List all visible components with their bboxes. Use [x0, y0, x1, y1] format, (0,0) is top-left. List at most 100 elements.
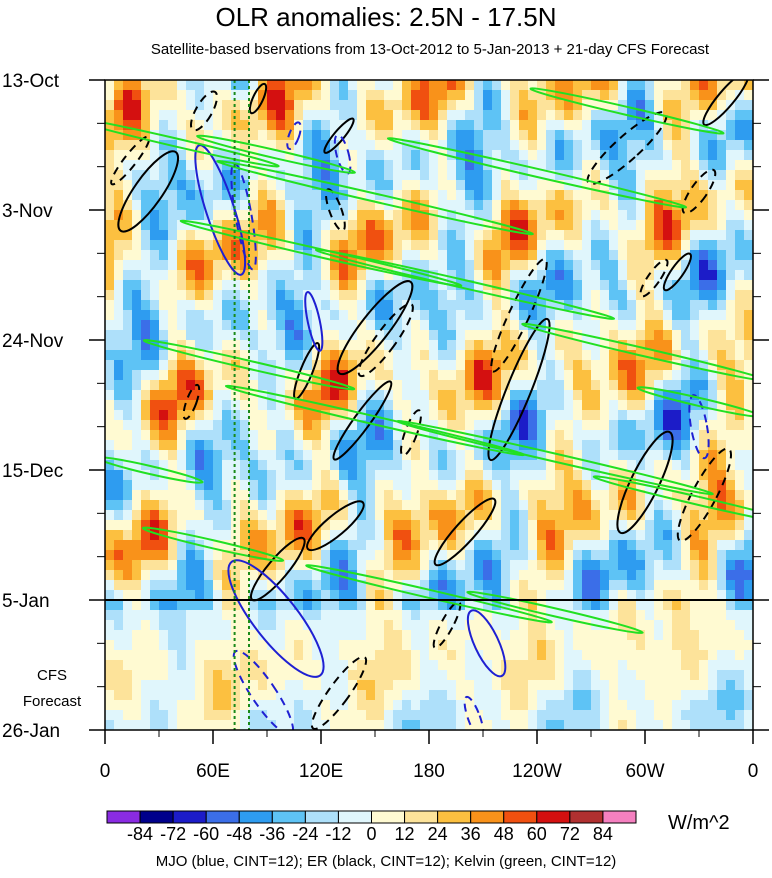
field-cell	[528, 660, 538, 671]
field-cell	[330, 200, 340, 211]
field-cell	[600, 640, 610, 651]
field-cell	[195, 350, 205, 361]
field-cell	[546, 430, 556, 441]
field-cell	[195, 670, 205, 681]
field-cell	[663, 600, 673, 611]
field-cell	[519, 670, 529, 681]
field-cell	[384, 570, 394, 581]
field-cell	[393, 630, 403, 641]
field-cell	[591, 230, 601, 241]
field-cell	[654, 720, 664, 730]
field-cell	[645, 180, 655, 191]
field-cell	[519, 220, 529, 231]
field-cell	[663, 540, 673, 551]
field-cell	[114, 430, 124, 441]
field-cell	[564, 560, 574, 571]
field-cell	[222, 190, 232, 201]
field-cell	[186, 430, 196, 441]
field-cell	[393, 420, 403, 431]
field-cell	[555, 660, 565, 671]
field-cell	[258, 440, 268, 451]
field-cell	[231, 390, 241, 401]
field-cell	[402, 610, 412, 621]
field-cell	[294, 410, 304, 421]
field-cell	[105, 370, 115, 381]
field-cell	[303, 170, 313, 181]
field-cell	[573, 260, 583, 271]
field-cell	[159, 370, 169, 381]
field-cell	[231, 610, 241, 621]
field-cell	[105, 320, 115, 331]
field-cell	[213, 290, 223, 301]
field-cell	[375, 80, 385, 91]
field-cell	[699, 260, 709, 271]
field-cell	[114, 530, 124, 541]
field-cell	[267, 420, 277, 431]
field-cell	[546, 250, 556, 261]
field-cell	[168, 510, 178, 521]
field-cell	[276, 660, 286, 671]
field-cell	[708, 290, 718, 301]
field-cell	[672, 420, 682, 431]
field-cell	[537, 590, 547, 601]
field-cell	[213, 580, 223, 591]
field-cell	[213, 600, 223, 611]
field-cell	[465, 590, 475, 601]
field-cell	[519, 440, 529, 451]
field-cell	[564, 570, 574, 581]
field-cell	[600, 160, 610, 171]
field-cell	[492, 250, 502, 261]
field-cell	[132, 620, 142, 631]
field-cell	[168, 270, 178, 281]
field-cell	[177, 520, 187, 531]
field-cell	[186, 500, 196, 511]
field-cell	[474, 560, 484, 571]
field-cell	[384, 410, 394, 421]
field-cell	[609, 440, 619, 451]
field-cell	[663, 100, 673, 111]
field-cell	[348, 340, 358, 351]
field-cell	[726, 680, 736, 691]
field-cell	[519, 700, 529, 711]
kelvin-contour	[592, 475, 753, 527]
field-cell	[339, 230, 349, 241]
field-cell	[699, 640, 709, 651]
field-cell	[222, 330, 232, 341]
field-cell	[303, 280, 313, 291]
field-cell	[402, 200, 412, 211]
field-cell	[222, 620, 232, 631]
field-cell	[573, 430, 583, 441]
field-cell	[123, 210, 133, 221]
field-cell	[726, 330, 736, 341]
field-cell	[573, 460, 583, 471]
field-cell	[420, 560, 430, 571]
field-cell	[321, 640, 331, 651]
field-cell	[636, 650, 646, 661]
field-cell	[726, 140, 736, 151]
field-cell	[519, 690, 529, 701]
field-cell	[150, 530, 160, 541]
field-cell	[222, 240, 232, 251]
field-cell	[402, 560, 412, 571]
field-cell	[600, 170, 610, 181]
field-cell	[744, 330, 753, 341]
field-cell	[636, 380, 646, 391]
field-cell	[744, 700, 753, 711]
field-cell	[321, 320, 331, 331]
field-cell	[420, 370, 430, 381]
field-cell	[240, 210, 250, 221]
field-cell	[708, 570, 718, 581]
field-cell	[699, 460, 709, 471]
field-cell	[222, 670, 232, 681]
field-cell	[330, 610, 340, 621]
field-cell	[636, 150, 646, 161]
field-cell	[258, 120, 268, 131]
field-cell	[321, 480, 331, 491]
field-cell	[285, 640, 295, 651]
field-cell	[609, 370, 619, 381]
field-cell	[609, 200, 619, 211]
field-cell	[690, 610, 700, 621]
field-cell	[717, 130, 727, 141]
field-cell	[357, 690, 367, 701]
field-cell	[519, 500, 529, 511]
